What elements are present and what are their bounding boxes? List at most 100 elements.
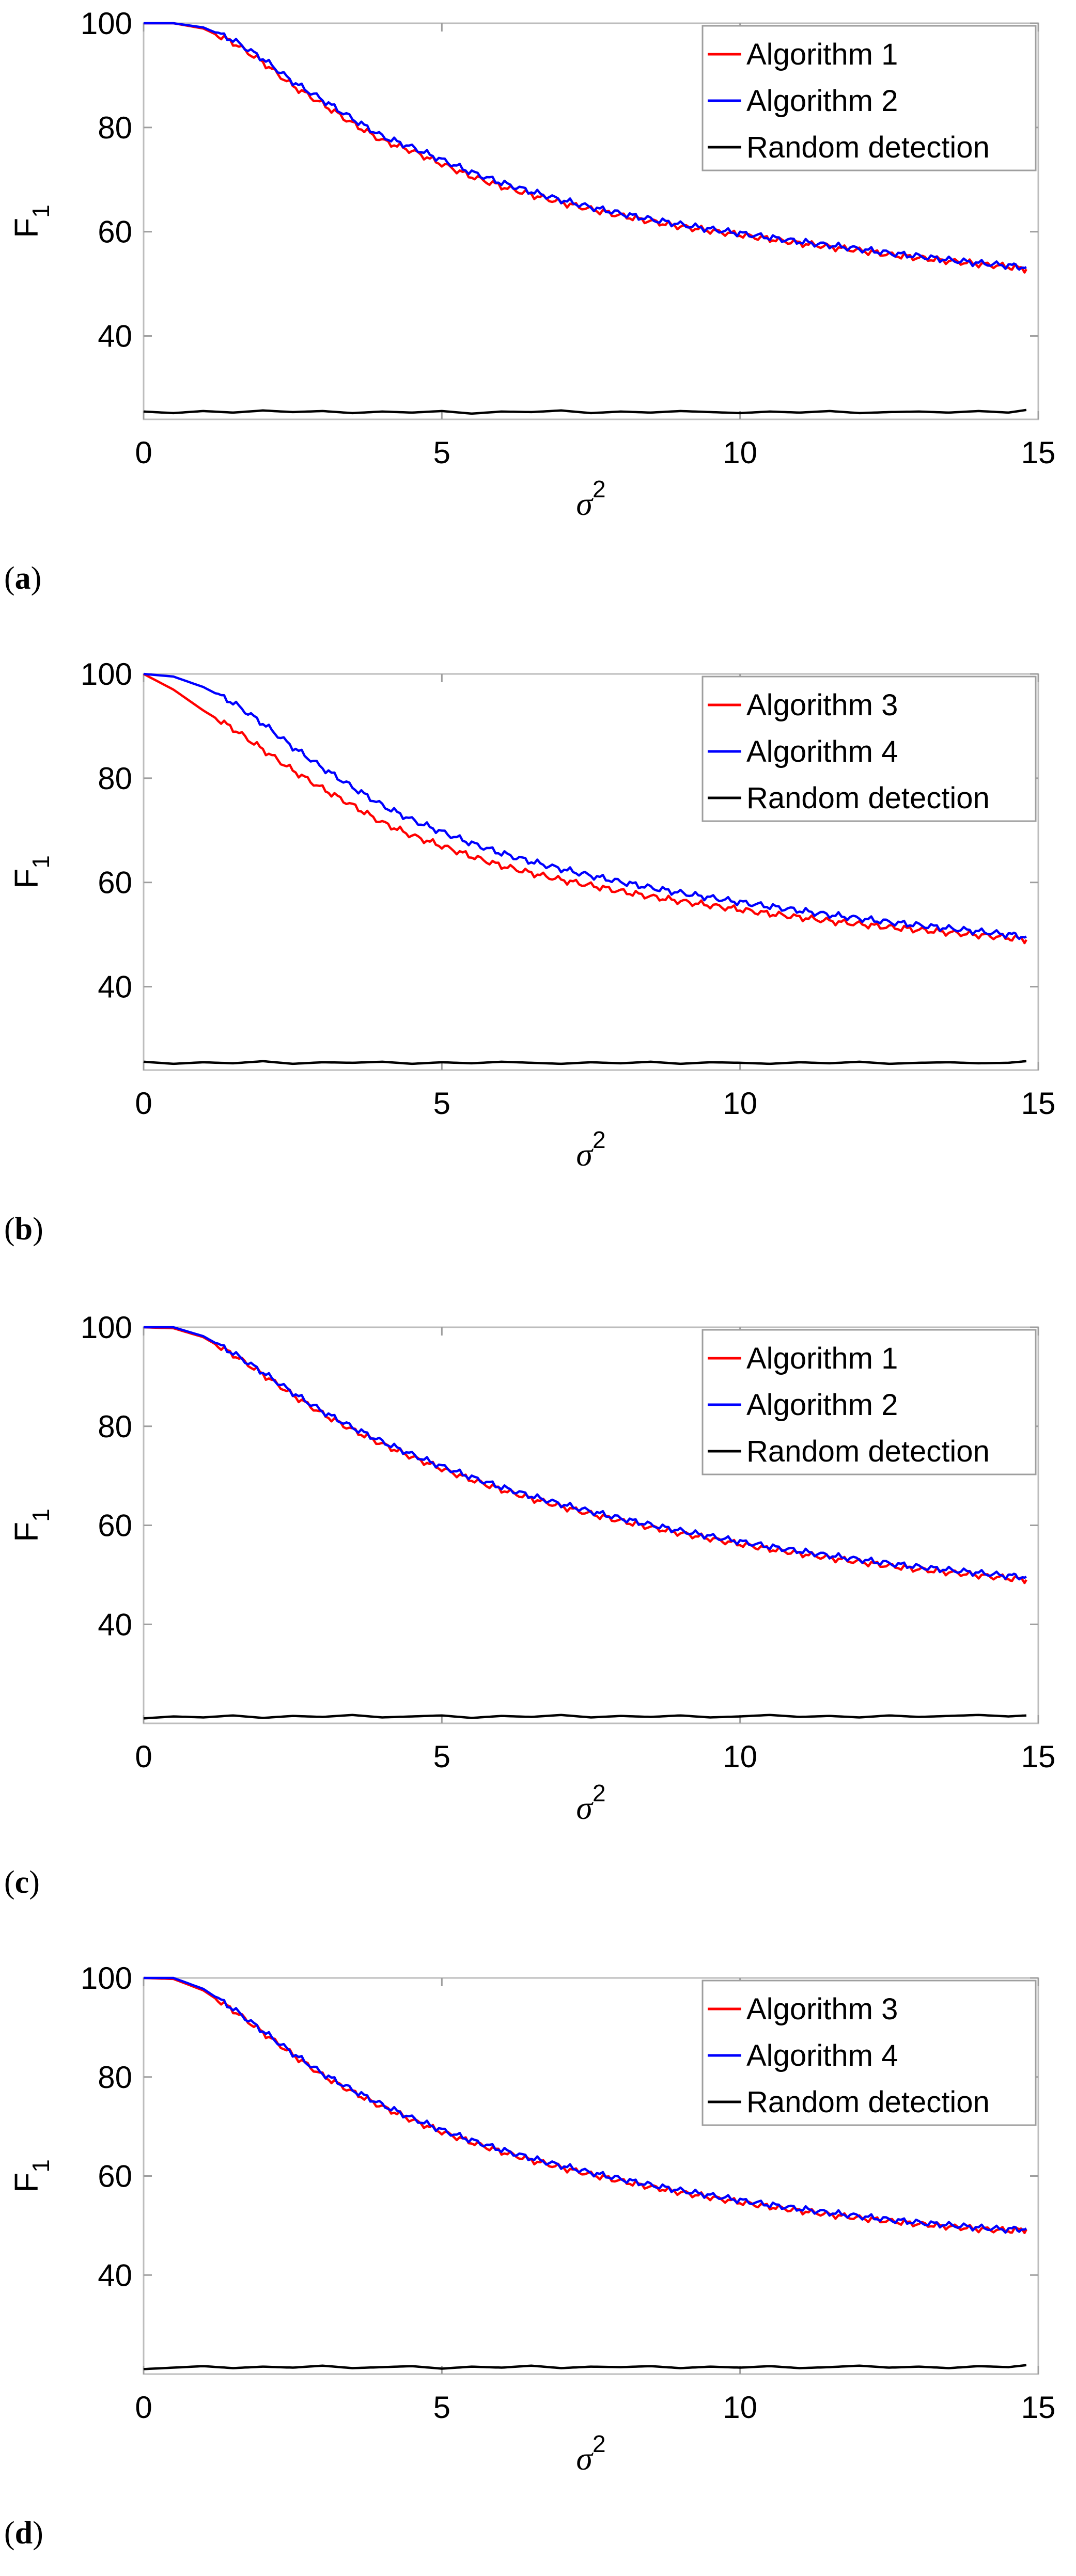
legend-label: Algorithm 3 [746, 1992, 898, 2026]
x-tick-label: 10 [723, 435, 757, 470]
chart-panel-d: 0 5 10 15 40 60 80 100 σ2 F1 Algorithm 3 Algorithm … [4, 1961, 1055, 2551]
y-axis-label: F1 [8, 855, 54, 889]
legend-label: Algorithm 4 [746, 2039, 898, 2072]
legend-label: Algorithm 2 [746, 1388, 898, 1422]
x-tick-label: 0 [135, 1086, 152, 1121]
y-axis-label: F1 [8, 205, 54, 238]
x-tick-label: 5 [433, 2390, 450, 2425]
y-tick-label: 80 [98, 1409, 132, 1444]
x-axis-symbol: σ [576, 2440, 594, 2477]
y-tick-label: 80 [98, 761, 132, 796]
x-tick-label: 10 [723, 1086, 757, 1121]
x-axis-superscript: 2 [592, 2430, 606, 2457]
legend-label: Random detection [746, 131, 990, 164]
panel-paren-close: ) [29, 1865, 40, 1900]
y-axis-subscript: 1 [27, 1509, 54, 1522]
x-tick-label: 5 [433, 1086, 450, 1121]
x-tick-label: 5 [433, 1739, 450, 1774]
y-axis-label: F1 [8, 2159, 54, 2193]
y-tick-label: 100 [81, 657, 132, 692]
panel-paren-close: ) [31, 561, 42, 596]
series-line-random-detection [143, 1060, 1027, 1065]
legend-box [701, 1980, 1037, 2126]
y-tick-label: 80 [98, 2060, 132, 2095]
series-line-algorithm-4 [144, 1976, 1027, 2234]
y-axis-symbol: F [8, 1522, 45, 1542]
panel-paren-open: ( [4, 2516, 15, 2551]
x-tick-label: 15 [1021, 1086, 1056, 1121]
y-axis-subscript: 1 [27, 2159, 54, 2173]
x-axis-symbol: σ [576, 1136, 594, 1173]
series-line-random-detection [143, 409, 1027, 415]
series-line-random-detection [143, 2364, 1027, 2370]
legend-label: Random detection [746, 1435, 990, 1468]
x-axis-label: σ2 [576, 476, 605, 522]
x-axis-superscript: 2 [592, 1780, 606, 1807]
x-axis-label: σ2 [576, 2430, 605, 2477]
series-line-random-detection [143, 1714, 1027, 1720]
plot-frame [143, 673, 1039, 1071]
x-tick-label: 0 [135, 1739, 152, 1774]
y-tick-label: 100 [81, 6, 132, 41]
panel-paren-open: ( [4, 561, 15, 596]
y-axis-subscript: 1 [27, 855, 54, 869]
y-tick-label: 40 [98, 319, 132, 354]
legend-box [701, 25, 1037, 171]
chart-panel-b: 0 5 10 15 40 60 80 100 σ2 F1 Algorithm 3 Algorithm … [4, 657, 1055, 1247]
y-axis-label: F1 [8, 1509, 54, 1542]
series-line-algorithm-2 [144, 1326, 1027, 1581]
panel-letter: b [15, 1212, 33, 1247]
x-tick-label: 0 [135, 435, 152, 470]
x-axis-symbol: σ [576, 1789, 594, 1826]
panel-paren-open: ( [4, 1212, 15, 1247]
chart-panel-a: 0 5 10 15 40 60 80 100 σ2 F1 Algorithm 1 Algorithm … [4, 6, 1055, 596]
panel-letter: c [15, 1865, 29, 1900]
series-line-algorithm-2 [144, 22, 1027, 271]
x-tick-label: 15 [1021, 435, 1056, 470]
y-tick-label: 40 [98, 1607, 132, 1642]
legend-label: Algorithm 1 [746, 1342, 898, 1375]
panel-letter: a [15, 561, 31, 596]
series-line-algorithm-3 [143, 673, 1027, 945]
legend-label: Algorithm 2 [746, 84, 898, 118]
x-tick-label: 15 [1021, 2390, 1056, 2425]
y-tick-label: 80 [98, 111, 132, 145]
y-axis-symbol: F [8, 218, 45, 238]
y-tick-label: 40 [98, 970, 132, 1004]
y-tick-label: 100 [81, 1961, 132, 1996]
panel-letter: d [15, 2516, 33, 2551]
x-tick-label: 15 [1021, 1739, 1056, 1774]
y-axis-symbol: F [8, 2173, 45, 2193]
x-tick-label: 5 [433, 435, 450, 470]
x-tick-label: 0 [135, 2390, 152, 2425]
y-tick-label: 40 [98, 2258, 132, 2292]
panel-paren-open: ( [4, 1865, 15, 1900]
panel-label: (c) [4, 1865, 40, 1900]
y-tick-label: 60 [98, 215, 132, 249]
x-tick-label: 10 [723, 2390, 757, 2425]
y-axis-subscript: 1 [27, 205, 54, 218]
legend-label: Random detection [746, 2085, 990, 2119]
panel-paren-close: ) [33, 2516, 43, 2551]
legend-box [701, 1329, 1037, 1475]
legend-box [701, 676, 1037, 822]
y-tick-label: 60 [98, 866, 132, 900]
x-axis-symbol: σ [576, 485, 594, 522]
y-axis-symbol: F [8, 869, 45, 889]
legend-label: Random detection [746, 781, 990, 815]
y-tick-label: 60 [98, 1509, 132, 1543]
series-line-algorithm-4 [143, 672, 1027, 940]
panel-label: (b) [4, 1212, 43, 1247]
x-axis-label: σ2 [576, 1780, 605, 1826]
legend-label: Algorithm 4 [746, 735, 898, 768]
y-tick-label: 60 [98, 2159, 132, 2194]
plot-frame [143, 22, 1039, 420]
x-axis-superscript: 2 [592, 476, 606, 502]
legend-label: Algorithm 3 [746, 688, 898, 722]
x-tick-label: 10 [723, 1739, 757, 1774]
chart-panel-c: 0 5 10 15 40 60 80 100 σ2 F1 Algorithm 1 Algorithm … [4, 1310, 1055, 1900]
x-axis-superscript: 2 [592, 1126, 606, 1153]
y-tick-label: 100 [81, 1310, 132, 1345]
x-axis-label: σ2 [576, 1126, 605, 1173]
